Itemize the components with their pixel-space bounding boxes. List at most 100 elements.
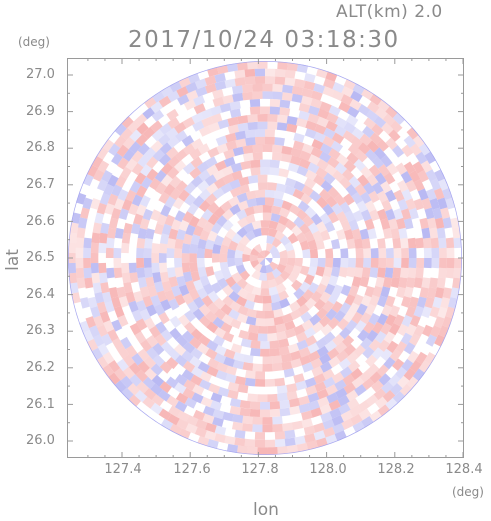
echo-cell <box>271 301 282 311</box>
echo-cell <box>217 386 230 397</box>
echo-cell <box>391 145 405 158</box>
echo-cell <box>289 300 301 313</box>
echo-cell <box>260 220 270 228</box>
echo-cell <box>98 242 107 254</box>
echo-cell <box>176 86 189 98</box>
echo-cell <box>386 340 399 354</box>
echo-cell <box>252 144 263 153</box>
echo-cell <box>359 370 372 383</box>
echo-cell <box>238 184 250 195</box>
echo-cell <box>438 237 447 249</box>
echo-cell <box>279 249 288 258</box>
echo-cell <box>343 343 357 356</box>
echo-cell <box>96 147 109 160</box>
echo-cell <box>324 164 337 176</box>
echo-cell <box>330 266 341 278</box>
echo-cell <box>150 140 164 153</box>
echo-cell <box>278 168 290 178</box>
echo-cell <box>313 373 326 385</box>
echo-cell <box>390 383 403 396</box>
echo-cell <box>214 425 227 436</box>
echo-cell <box>242 246 253 256</box>
echo-cell <box>260 288 270 296</box>
echo-cell <box>174 238 184 249</box>
echo-cell <box>385 208 396 221</box>
echo-cell <box>125 158 138 171</box>
echo-cell <box>76 227 86 239</box>
echo-cell <box>407 237 417 249</box>
echo-cell <box>291 225 303 237</box>
echo-cell <box>298 110 310 121</box>
echo-cell <box>251 286 262 296</box>
echo-cell <box>269 159 280 169</box>
echo-cell <box>304 326 317 339</box>
echo-cell <box>140 339 153 352</box>
echo-cell <box>370 258 379 269</box>
echo-cell <box>301 418 313 429</box>
echo-cell <box>227 124 239 135</box>
echo-cell <box>137 360 150 374</box>
echo-cell <box>189 253 197 263</box>
echo-cell <box>338 101 351 113</box>
echo-cell <box>276 263 287 274</box>
echo-cell <box>413 324 425 337</box>
echo-cell <box>214 344 227 356</box>
echo-cell <box>385 137 398 151</box>
echo-cell <box>377 267 386 278</box>
echo-cell <box>121 272 131 284</box>
echo-cell <box>69 282 79 294</box>
echo-cell <box>154 281 164 293</box>
echo-cell <box>214 73 226 83</box>
echo-cell <box>320 275 331 287</box>
echo-cell <box>250 340 261 349</box>
echo-cell <box>452 227 461 239</box>
echo-cell <box>341 168 355 182</box>
echo-cell <box>182 162 196 175</box>
echo-cell <box>284 77 296 87</box>
echo-cell <box>355 248 364 258</box>
echo-cell <box>122 136 136 150</box>
echo-cell <box>131 162 144 176</box>
echo-cell <box>242 253 251 263</box>
echo-cell <box>198 334 211 347</box>
echo-cell <box>262 83 273 92</box>
echo-cell <box>194 426 207 438</box>
echo-cell <box>279 298 291 309</box>
echo-cell <box>146 347 159 360</box>
echo-cell <box>343 160 357 173</box>
echo-cell <box>123 281 133 294</box>
echo-cell <box>354 238 363 249</box>
echo-cell <box>80 297 90 309</box>
echo-cell <box>114 123 127 136</box>
echo-cell <box>227 116 239 127</box>
echo-cell <box>412 368 425 382</box>
echo-cell <box>158 389 171 402</box>
echo-cell <box>339 326 352 340</box>
echo-cell <box>90 197 101 210</box>
echo-cell <box>296 232 307 244</box>
echo-cell <box>304 177 317 190</box>
echo-cell <box>236 313 248 324</box>
echo-cell <box>236 61 248 71</box>
echo-cell <box>129 180 142 194</box>
echo-cell <box>359 228 370 240</box>
echo-cell <box>135 369 148 383</box>
y-tick-label: 26.3 <box>26 323 55 338</box>
echo-cell <box>221 165 234 177</box>
echo-cell <box>174 248 183 258</box>
echo-cell <box>214 433 226 443</box>
echo-cell <box>174 354 188 367</box>
echo-cell <box>319 151 332 163</box>
echo-cell <box>230 282 242 294</box>
echo-cell <box>424 207 435 220</box>
echo-cell <box>262 303 273 312</box>
echo-cell <box>185 224 196 236</box>
echo-cell <box>299 281 311 293</box>
echo-cell <box>368 190 380 203</box>
echo-cell <box>196 248 206 258</box>
echo-cell <box>405 305 417 318</box>
echo-cell <box>83 258 92 269</box>
echo-cell <box>197 361 210 373</box>
echo-cell <box>71 292 81 304</box>
echo-cell <box>363 182 375 195</box>
